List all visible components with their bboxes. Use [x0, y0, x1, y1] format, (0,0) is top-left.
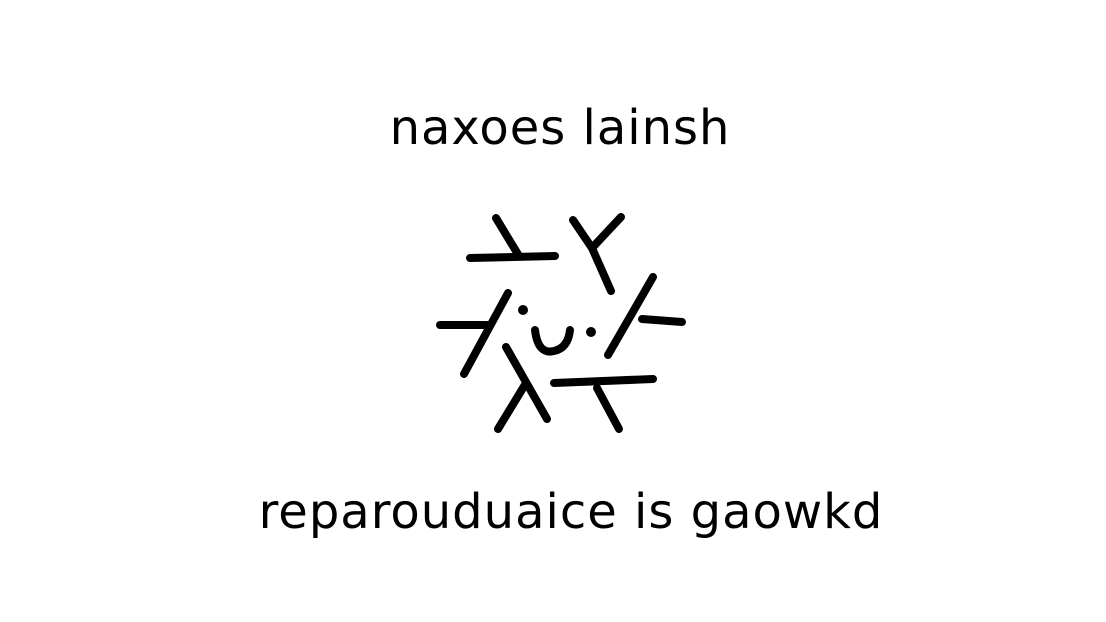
left-eye	[518, 305, 528, 315]
doodle-stroke	[604, 273, 657, 359]
subtitle-text: reparouduaice is gaowkd	[258, 484, 884, 540]
doodle-svg	[436, 213, 686, 433]
doodle-stroke	[494, 379, 530, 433]
right-eye	[586, 327, 596, 337]
doodle-stroke	[593, 384, 623, 433]
doodle-stroke	[466, 252, 559, 262]
smile-mouth	[531, 326, 574, 356]
doodle-stroke	[588, 244, 615, 295]
title-text: naxoes lainsh	[389, 100, 731, 156]
doodle-face-icon	[420, 200, 700, 450]
doodle-stroke	[460, 289, 512, 378]
doodle-stroke	[638, 315, 686, 326]
doodle-stroke	[492, 214, 523, 260]
doodle-stroke	[569, 216, 596, 252]
doodle-stroke	[588, 213, 625, 252]
doodle-stroke	[550, 375, 657, 387]
